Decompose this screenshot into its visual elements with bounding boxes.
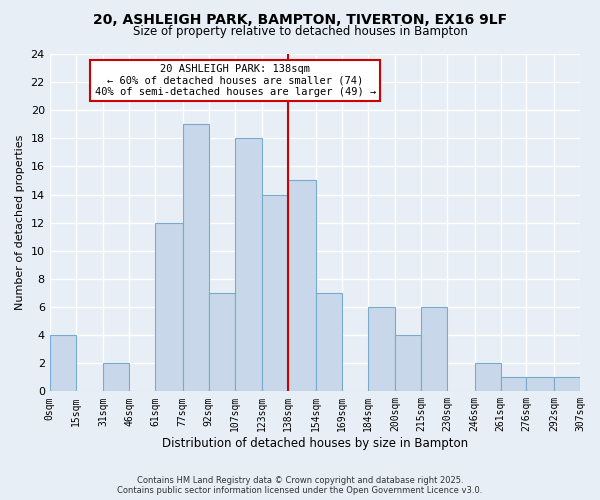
Y-axis label: Number of detached properties: Number of detached properties [15, 135, 25, 310]
Bar [500, 378, 526, 392]
Bar [235, 138, 262, 392]
Bar [395, 335, 421, 392]
Bar [526, 378, 554, 392]
Text: 20, ASHLEIGH PARK, BAMPTON, TIVERTON, EX16 9LF: 20, ASHLEIGH PARK, BAMPTON, TIVERTON, EX… [93, 12, 507, 26]
Bar [182, 124, 209, 392]
Bar [50, 335, 76, 392]
Bar [209, 293, 235, 392]
Bar [103, 363, 129, 392]
Bar [475, 363, 500, 392]
Bar [155, 222, 182, 392]
Text: Size of property relative to detached houses in Bampton: Size of property relative to detached ho… [133, 25, 467, 38]
Text: Contains HM Land Registry data © Crown copyright and database right 2025.
Contai: Contains HM Land Registry data © Crown c… [118, 476, 482, 495]
Bar [316, 293, 341, 392]
Text: 20 ASHLEIGH PARK: 138sqm
← 60% of detached houses are smaller (74)
40% of semi-d: 20 ASHLEIGH PARK: 138sqm ← 60% of detach… [95, 64, 376, 98]
Bar [554, 378, 580, 392]
Bar [288, 180, 316, 392]
X-axis label: Distribution of detached houses by size in Bampton: Distribution of detached houses by size … [162, 437, 468, 450]
Bar [421, 307, 447, 392]
Bar [262, 194, 288, 392]
Bar [368, 307, 395, 392]
